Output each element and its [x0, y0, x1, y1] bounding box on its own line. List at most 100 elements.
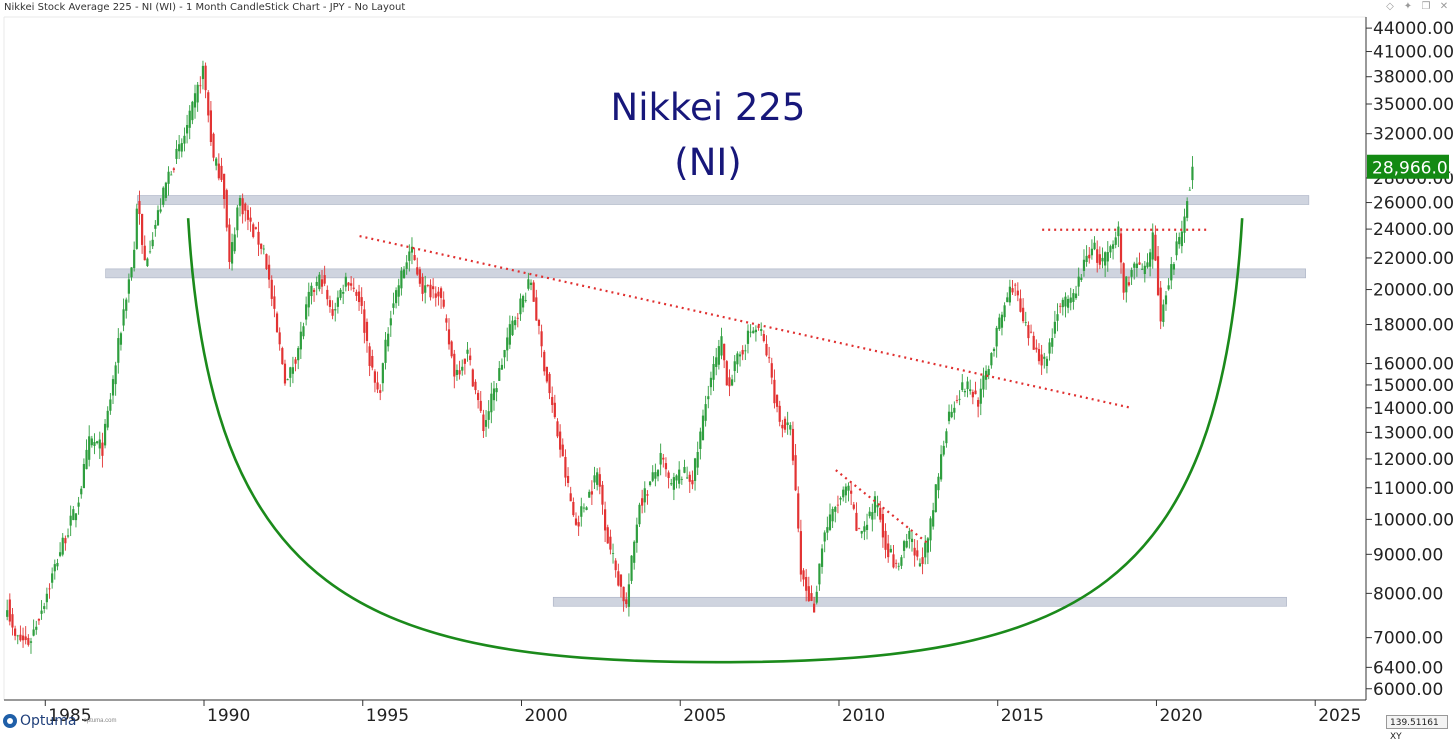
candle	[61, 533, 64, 557]
pin-icon[interactable]: ✦	[1403, 1, 1413, 12]
candle	[545, 366, 548, 384]
candle	[138, 190, 141, 225]
candle	[299, 321, 302, 359]
candle	[148, 240, 152, 254]
candle	[127, 273, 130, 303]
candle	[1088, 246, 1091, 264]
candle	[58, 542, 62, 558]
candle	[1167, 278, 1170, 291]
candle	[487, 400, 490, 429]
candle	[619, 574, 623, 598]
candle	[294, 356, 297, 372]
candle	[96, 440, 99, 445]
candle	[598, 467, 601, 495]
candle	[469, 347, 472, 366]
candle	[156, 205, 160, 226]
candle	[905, 533, 908, 549]
price-zone-1	[137, 195, 1310, 205]
chart-subtitle: (NI)	[674, 141, 741, 184]
candle	[312, 287, 316, 302]
candle	[196, 81, 199, 112]
candle	[135, 203, 138, 250]
candle	[622, 586, 625, 612]
candle	[1043, 352, 1046, 369]
candle	[72, 505, 75, 521]
candle	[35, 620, 38, 635]
candle	[424, 275, 427, 304]
candle	[1045, 356, 1049, 374]
candle	[1066, 295, 1070, 314]
candle	[990, 352, 993, 369]
diamond-icon[interactable]: ◇	[1386, 1, 1394, 12]
candle	[654, 463, 657, 487]
candle	[543, 349, 546, 376]
candle	[437, 286, 440, 306]
candle	[723, 343, 726, 369]
restore-icon[interactable]: ❐	[1421, 1, 1431, 12]
candle	[950, 404, 953, 419]
candle	[823, 530, 826, 553]
candle	[754, 325, 758, 342]
candle	[159, 198, 162, 214]
candle	[117, 328, 120, 374]
candle	[275, 311, 279, 333]
candle	[1125, 276, 1128, 303]
candle	[363, 300, 366, 344]
candle	[360, 287, 363, 314]
candle	[6, 599, 9, 621]
candle	[11, 607, 14, 636]
candle	[484, 409, 488, 437]
y-tick-label: 11000.00	[1373, 479, 1454, 499]
candle	[191, 100, 194, 125]
candle	[1119, 227, 1123, 274]
y-tick-label: 26000.00	[1373, 194, 1454, 214]
candle	[908, 527, 911, 549]
x-tick-label: 2020	[1159, 706, 1202, 726]
candle	[963, 388, 967, 397]
candle	[593, 466, 596, 489]
candle	[876, 495, 879, 517]
candle	[643, 481, 646, 513]
candle	[122, 298, 125, 332]
close-icon[interactable]: ✕	[1439, 1, 1449, 12]
candle	[1186, 197, 1189, 222]
candle	[151, 232, 154, 250]
y-tick-label: 15000.00	[1373, 376, 1454, 396]
x-tick-label: 2025	[1318, 706, 1361, 726]
logo-subtext: optuma.com	[83, 718, 117, 724]
candle	[368, 342, 371, 377]
candle	[244, 202, 247, 222]
candle	[514, 316, 517, 330]
price-zone-3	[552, 596, 1287, 607]
candle	[217, 153, 220, 181]
candle	[815, 585, 818, 605]
candle	[1133, 261, 1136, 280]
candle	[971, 389, 974, 405]
candle	[680, 476, 683, 485]
x-tick-label: 1990	[207, 706, 250, 726]
candle	[238, 195, 242, 217]
candle	[887, 534, 890, 563]
y-tick-label: 32000.00	[1373, 125, 1454, 145]
candle	[439, 286, 443, 309]
candle	[1109, 244, 1112, 258]
candle	[738, 351, 742, 367]
candle	[1048, 338, 1051, 361]
candle	[305, 296, 308, 326]
candle	[223, 173, 226, 209]
candle	[715, 347, 718, 376]
candle	[1019, 289, 1022, 313]
candle	[910, 530, 914, 552]
candle	[807, 576, 810, 602]
candle	[373, 369, 377, 393]
candle	[746, 324, 750, 354]
y-tick-label: 18000.00	[1373, 315, 1454, 335]
candle	[659, 443, 662, 476]
candle	[93, 433, 96, 455]
candle	[1172, 262, 1176, 275]
y-tick-label: 22000.00	[1373, 249, 1454, 269]
candle	[1008, 279, 1011, 306]
candle	[1183, 208, 1186, 243]
candle	[69, 505, 72, 537]
